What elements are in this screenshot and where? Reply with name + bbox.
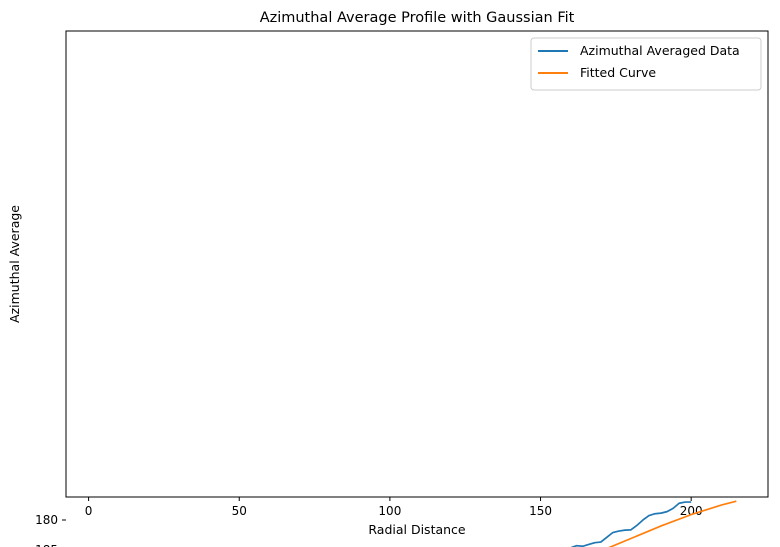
legend-label-fit: Fitted Curve [580,65,656,80]
series-line-fitted-curve [608,500,737,547]
y-axis-ticks: 180185190195 [35,513,66,547]
x-axis-label: Radial Distance [368,522,466,537]
x-tick-label: 0 [85,504,93,518]
y-tick-label: 180 [35,513,58,527]
series-line-azimuthal-data [570,501,692,547]
x-axis-ticks: 0 50 100 150 200 [85,497,703,518]
legend: Azimuthal Averaged Data Fitted Curve [530,37,762,91]
x-tick-label: 50 [232,504,247,518]
x-tick-label: 200 [680,504,703,518]
legend-box [530,37,762,91]
series-layer [570,500,737,547]
y-tick-label: 185 [35,543,58,547]
chart-title: Azimuthal Average Profile with Gaussian … [260,10,575,26]
legend-label-data: Azimuthal Averaged Data [580,43,740,58]
plot-area [65,30,769,498]
x-tick-label: 150 [529,504,552,518]
x-tick-label: 100 [378,504,401,518]
y-axis-label: Azimuthal Average [7,205,22,323]
